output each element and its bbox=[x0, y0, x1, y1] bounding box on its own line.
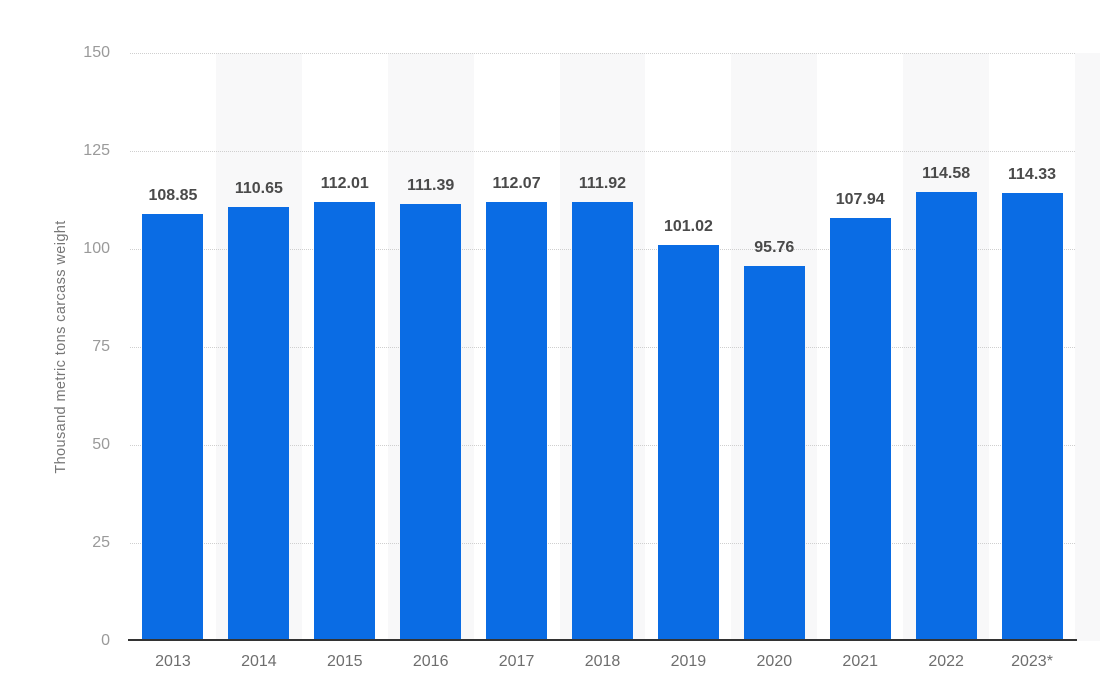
bar-2014[interactable] bbox=[228, 207, 290, 641]
gridline bbox=[130, 151, 1075, 152]
x-tick-label-2013: 2013 bbox=[155, 653, 191, 670]
bar-value-label: 107.94 bbox=[835, 190, 885, 208]
gridline bbox=[130, 53, 1075, 54]
bar-2020[interactable] bbox=[743, 265, 805, 641]
x-tick-label-2017: 2017 bbox=[498, 653, 535, 670]
bar-value-label: 112.01 bbox=[320, 174, 369, 192]
bar-value-label: 110.65 bbox=[234, 180, 283, 198]
y-tick-label: 75 bbox=[92, 338, 110, 355]
bar-2019[interactable] bbox=[657, 245, 719, 641]
bar-2013[interactable] bbox=[142, 214, 204, 641]
y-tick-label: 150 bbox=[83, 44, 110, 61]
x-axis-line bbox=[128, 639, 1077, 641]
bar-value-label: 111.92 bbox=[578, 175, 627, 193]
bar-2016[interactable] bbox=[400, 204, 462, 641]
bar-2015[interactable] bbox=[314, 201, 376, 641]
y-tick-label: 50 bbox=[92, 436, 110, 453]
bar-value-label: 95.76 bbox=[754, 238, 795, 256]
x-tick-label-2023: 2023* bbox=[1011, 653, 1053, 670]
x-tick-label-2019: 2019 bbox=[670, 653, 707, 670]
bar-2023*[interactable] bbox=[1001, 192, 1063, 641]
y-tick-label: 0 bbox=[101, 632, 110, 649]
bar-value-label: 108.85 bbox=[148, 187, 198, 205]
bar-2021[interactable] bbox=[829, 217, 891, 641]
x-tick-label-2022: 2022 bbox=[928, 653, 964, 670]
x-tick-label-2021: 2021 bbox=[842, 653, 879, 670]
bar-value-label: 111.39 bbox=[407, 177, 455, 195]
bar-2018[interactable] bbox=[572, 202, 633, 641]
x-tick-label-2016: 2016 bbox=[412, 653, 449, 670]
column-stripe bbox=[1075, 53, 1100, 641]
x-tick-label-2020: 2020 bbox=[756, 653, 793, 670]
bar-2017[interactable] bbox=[486, 201, 548, 641]
x-tick-label-2015: 2015 bbox=[326, 653, 363, 670]
y-tick-label: 125 bbox=[83, 142, 110, 159]
bar-value-label: 112.07 bbox=[492, 174, 541, 192]
bar-value-label: 114.58 bbox=[922, 164, 971, 182]
y-tick-label: 100 bbox=[83, 240, 110, 257]
x-tick-label-2014: 2014 bbox=[241, 653, 277, 670]
x-tick-label-2018: 2018 bbox=[584, 653, 621, 670]
bar-2022[interactable] bbox=[915, 191, 977, 641]
y-tick-label: 25 bbox=[92, 534, 110, 551]
bar-value-label: 114.33 bbox=[1008, 165, 1057, 183]
plot-area: 108.85 110.65 112.01 111.39 112.07 111.92 101.… bbox=[128, 53, 1100, 641]
bar-value-label: 101.02 bbox=[663, 218, 713, 235]
